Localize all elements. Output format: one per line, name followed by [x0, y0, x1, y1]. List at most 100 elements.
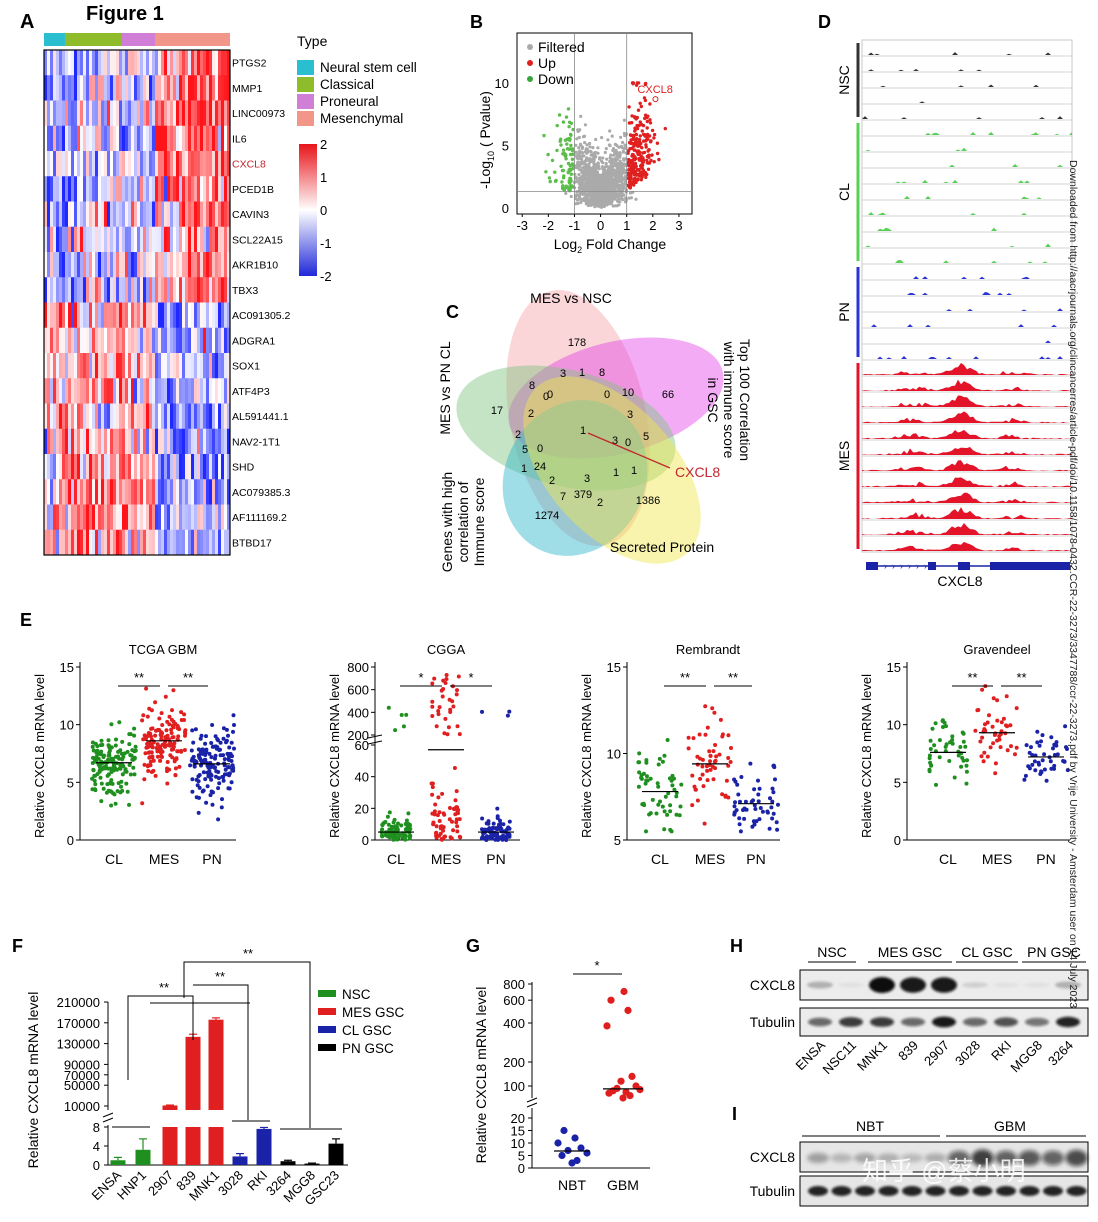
data-point	[483, 827, 487, 832]
data-point	[993, 771, 998, 776]
data-point	[686, 746, 691, 751]
volcano-point-down	[569, 172, 573, 176]
data-point	[751, 819, 756, 824]
heatmap-cell	[74, 403, 78, 430]
bar-legend-swatch	[318, 1008, 336, 1015]
heatmap-cell	[104, 529, 108, 556]
data-point	[208, 772, 212, 777]
heatmap-cell	[200, 151, 204, 177]
volcano-point-filtered	[619, 135, 623, 139]
heatmap-cell	[188, 277, 192, 303]
data-point	[647, 812, 652, 817]
data-point	[430, 681, 435, 686]
heatmap-cell	[152, 125, 156, 152]
heatmap-cell	[77, 226, 81, 253]
data-point	[662, 809, 667, 814]
data-point	[145, 734, 150, 739]
volcano-point-filtered	[608, 156, 612, 160]
panel-label-f: F	[12, 936, 23, 956]
heatmap-cell	[80, 504, 84, 531]
category-label: PN	[746, 851, 765, 867]
heatmap-cell	[194, 327, 198, 354]
heatmap-cell	[68, 302, 72, 329]
heatmap-cell	[170, 529, 174, 556]
data-point	[221, 736, 226, 741]
heatmap-cell	[176, 252, 180, 278]
data-point	[120, 762, 125, 767]
data-point	[644, 760, 649, 765]
heatmap-cell	[86, 504, 90, 531]
data-point	[753, 807, 758, 811]
y-tick-label: 5	[518, 1149, 525, 1164]
data-point	[165, 766, 169, 771]
volcano-point-filtered	[588, 145, 592, 149]
volcano-point-filtered	[569, 194, 573, 199]
heatmap-cell	[134, 277, 138, 303]
heatmap-cell	[188, 504, 192, 531]
data-point	[963, 744, 968, 749]
heatmap-cell	[134, 479, 138, 505]
heatmap-cell	[224, 529, 228, 556]
heatmap-cell	[89, 50, 93, 76]
data-point	[395, 826, 400, 830]
heatmap-cell	[158, 428, 162, 455]
heatmap-cell	[50, 226, 54, 253]
heatmap-cell	[74, 100, 78, 127]
volcano-point-filtered	[612, 186, 616, 190]
heatmap-cell	[65, 529, 69, 556]
heatmap-cell	[206, 302, 210, 329]
blot-lane-label: 3028	[952, 1038, 983, 1069]
bar-category-label: 2907	[145, 1168, 176, 1199]
heatmap-cell	[215, 454, 219, 480]
heatmap-cell	[203, 201, 207, 228]
data-point	[102, 766, 107, 771]
volcano-point-up	[646, 161, 651, 165]
data-point	[106, 743, 111, 748]
panel-label-h: H	[730, 936, 743, 956]
heatmap-cell	[161, 252, 165, 278]
sig-mark: **	[728, 670, 738, 685]
volcano-point-up	[636, 177, 640, 181]
bar-legend-label: CL GSC	[342, 1023, 392, 1038]
heatmap-cell	[86, 252, 90, 278]
heatmap-cell	[65, 100, 69, 127]
heatmap-cell	[203, 504, 207, 531]
heatmap-cell	[155, 151, 159, 177]
heatmap-cell	[146, 302, 150, 329]
y-tick-label: 210000	[57, 995, 100, 1010]
heatmap-cell	[194, 100, 198, 127]
heatmap-cell	[113, 100, 117, 127]
volcano-point-filtered	[617, 179, 621, 184]
heatmap-cell	[161, 201, 165, 228]
type-bar-segment	[122, 33, 155, 46]
data-point	[112, 792, 117, 797]
heatmap-cell	[203, 277, 207, 303]
venn-region-count: 3	[560, 368, 566, 380]
group-label: PN	[836, 302, 852, 321]
heatmap-cell	[68, 201, 72, 228]
heatmap-cell	[104, 201, 108, 228]
heatmap-cell	[149, 176, 153, 202]
heatmap-cell	[164, 529, 168, 556]
data-point	[191, 754, 196, 759]
heatmap-cell	[209, 454, 213, 480]
heatmap-cell	[131, 75, 135, 101]
heatmap-cell	[221, 252, 225, 278]
heatmap-cell	[71, 353, 75, 379]
heatmap-cell	[191, 252, 195, 278]
heatmap-cell	[128, 75, 132, 101]
heatmap-cell	[122, 504, 126, 531]
heatmap-cell	[152, 428, 156, 455]
heatmap-cell	[134, 353, 138, 379]
heatmap-cell	[44, 176, 48, 202]
dotplot-ylabel: Relative CXCL8 mRNA level	[327, 674, 342, 838]
volcano-point-down	[569, 168, 573, 172]
data-point	[399, 713, 404, 717]
volcano-point-filtered	[577, 146, 581, 150]
heatmap-cell	[131, 353, 135, 379]
heatmap-cell	[182, 226, 186, 253]
volcano-point-filtered	[595, 166, 600, 170]
data-point	[758, 806, 763, 810]
heatmap-cell	[188, 176, 192, 202]
heatmap-cell	[152, 151, 156, 177]
